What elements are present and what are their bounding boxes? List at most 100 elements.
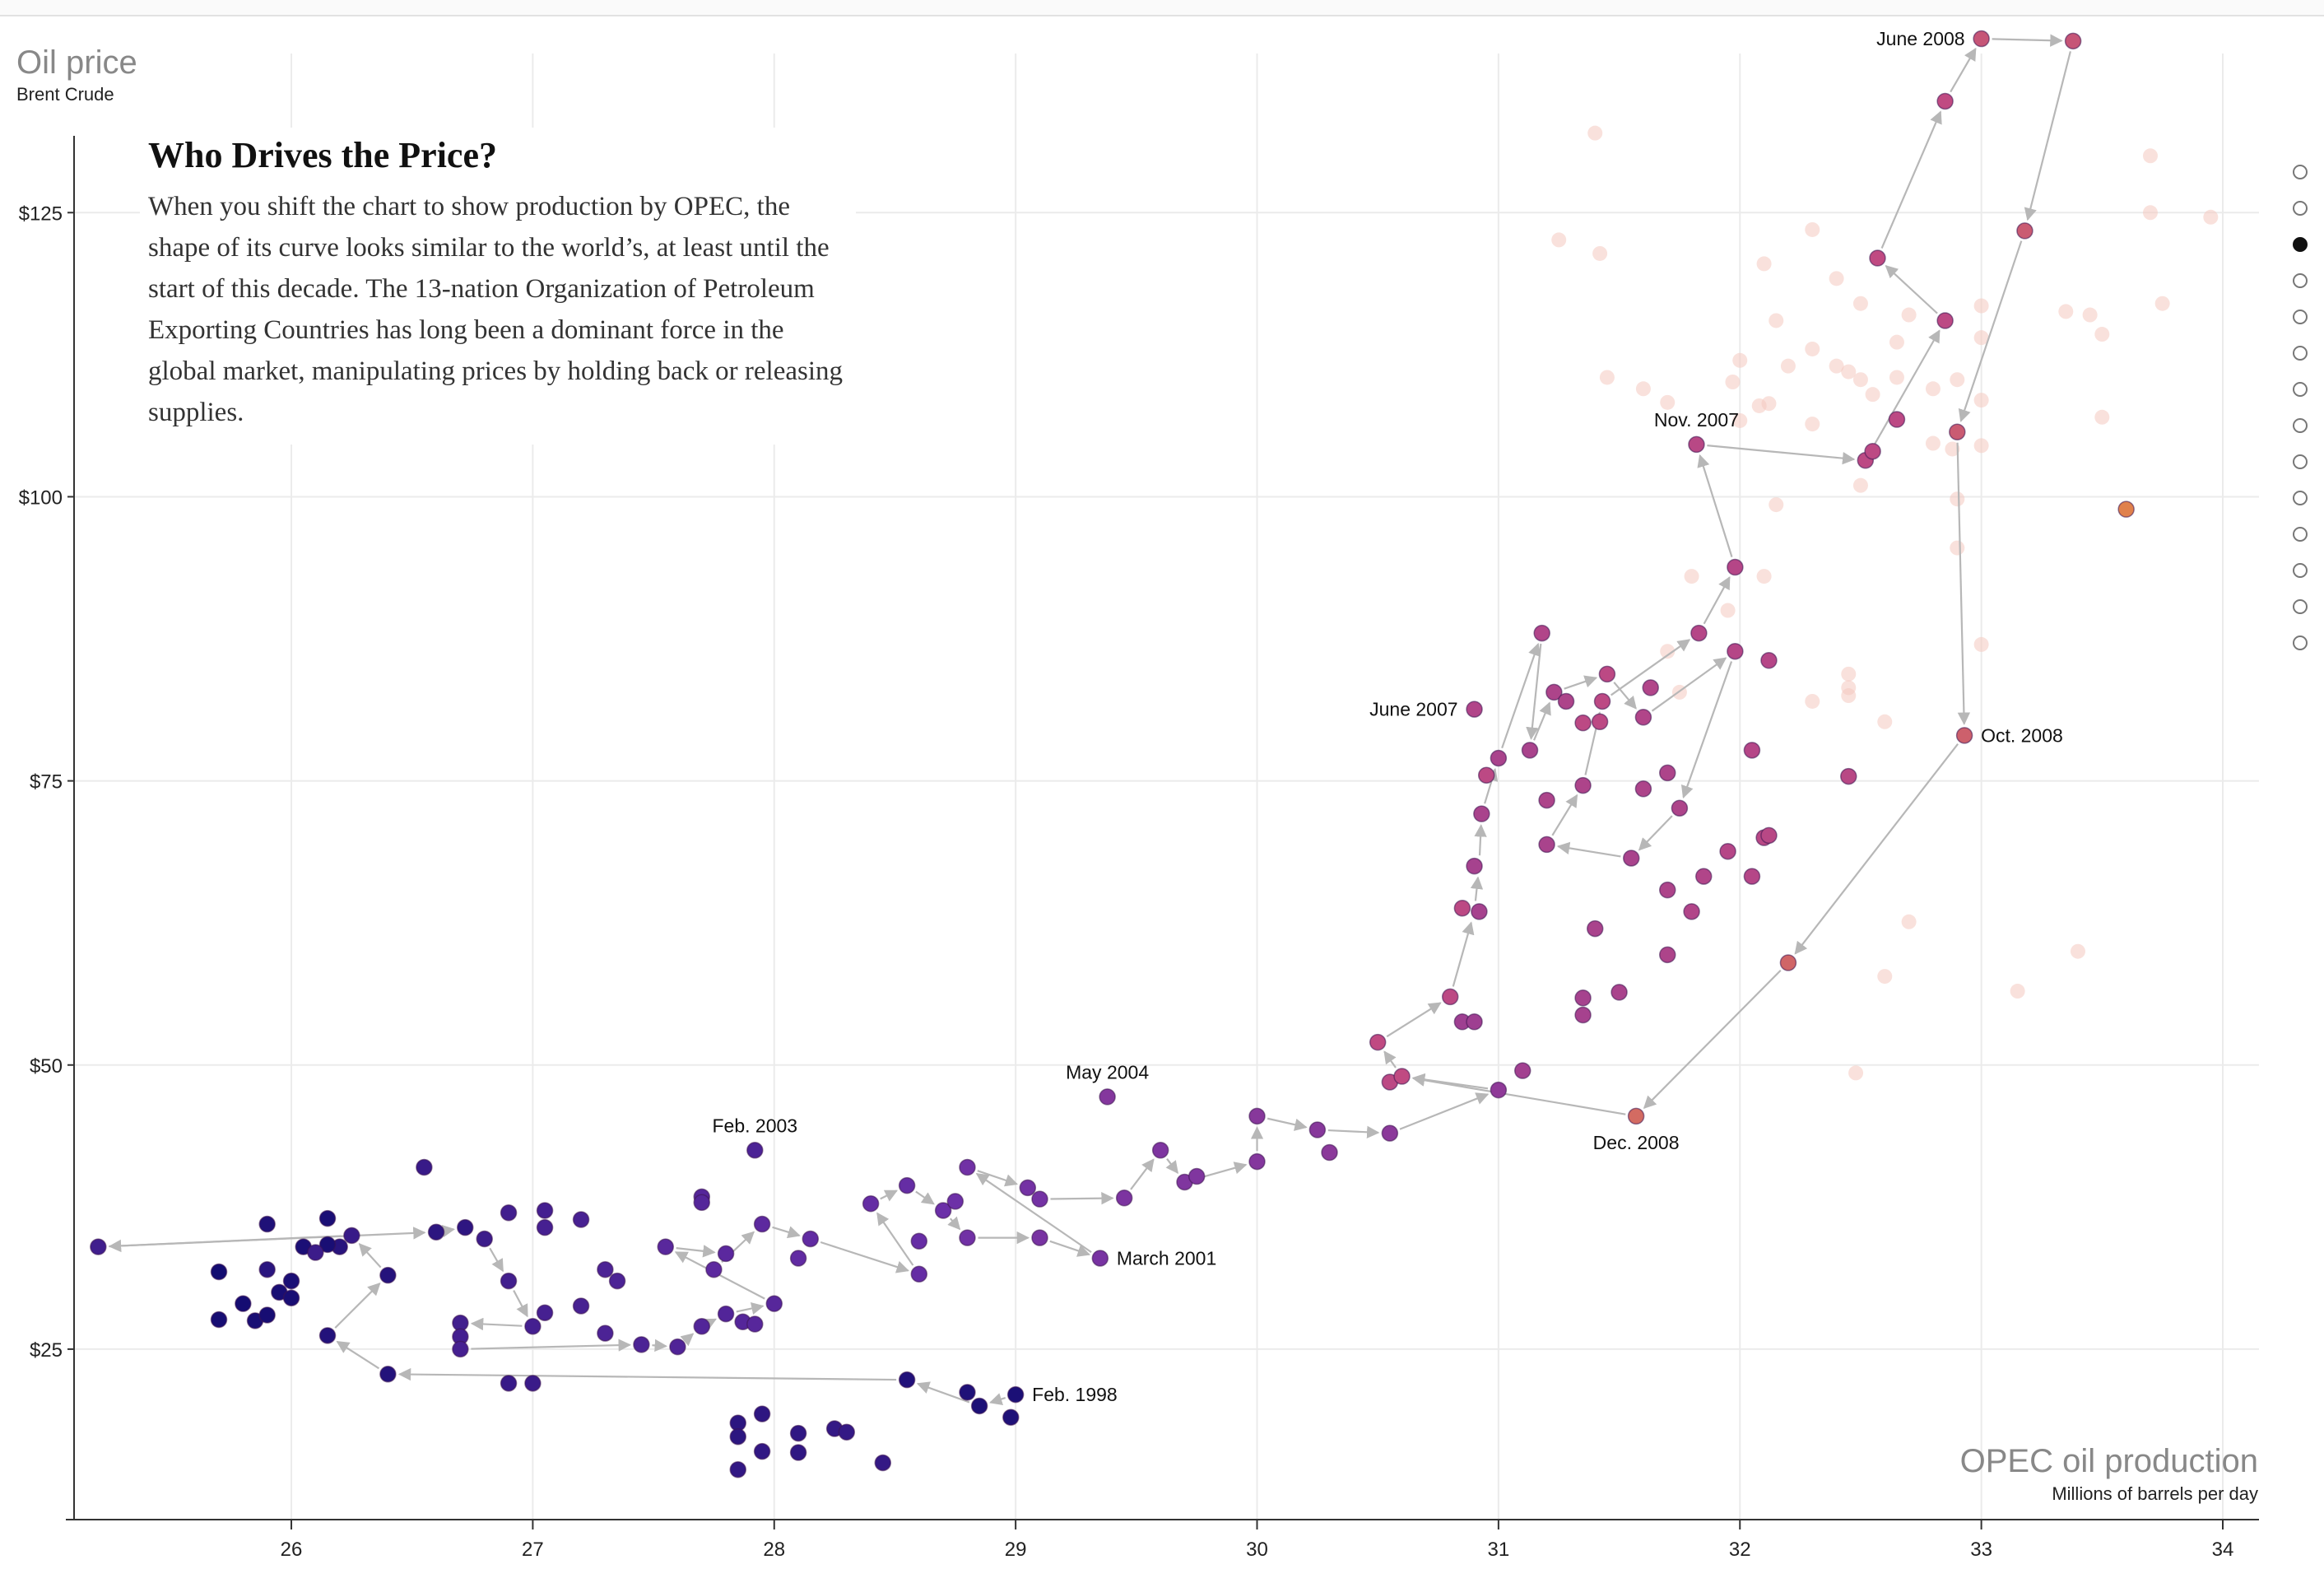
x-axis-header: OPEC oil production Millions of barrels … [1960, 1441, 2258, 1506]
data-point [235, 1295, 252, 1312]
data-point [789, 1444, 807, 1461]
path-arrow [1643, 969, 1782, 1110]
data-point [1869, 249, 1886, 267]
data-point [90, 1238, 107, 1255]
step-dot-13[interactable] [2293, 599, 2308, 614]
data-point [1622, 850, 1640, 867]
faded-point [1720, 603, 1736, 618]
data-point [476, 1230, 493, 1248]
step-dot-9[interactable] [2293, 454, 2308, 469]
faded-point [1761, 396, 1777, 412]
data-point [1545, 683, 1563, 701]
data-point [2064, 32, 2082, 50]
data-point [1611, 984, 1628, 1001]
data-point [753, 1215, 771, 1233]
data-point [669, 1338, 686, 1356]
faded-point [1841, 666, 1857, 682]
path-arrow [652, 1339, 667, 1353]
path-arrow [336, 1340, 380, 1370]
data-point [597, 1325, 614, 1342]
path-arrow [1613, 682, 1637, 710]
path-arrow [702, 1318, 718, 1330]
step-dot-14[interactable] [2293, 636, 2308, 650]
path-arrow [441, 1224, 455, 1238]
data-point [343, 1227, 360, 1245]
data-point [1658, 881, 1676, 899]
data-point [838, 1423, 856, 1441]
step-dot-11[interactable] [2293, 527, 2308, 542]
step-dot-6[interactable] [2293, 346, 2308, 361]
point-label: Oct. 2008 [1981, 724, 2063, 746]
path-arrow [1050, 1191, 1114, 1205]
data-point [1671, 799, 1689, 817]
x-axis-title: OPEC oil production [1959, 1443, 2258, 1479]
path-arrow [1611, 639, 1691, 696]
faded-point [1780, 358, 1796, 374]
step-dot-7[interactable] [2293, 382, 2308, 397]
path-arrow [513, 1290, 528, 1318]
data-point [1658, 764, 1676, 782]
faded-point [2154, 296, 2170, 311]
data-point [1477, 766, 1495, 784]
data-point [379, 1266, 397, 1284]
data-point [1031, 1190, 1048, 1208]
axes: 26 27 28 29 30 31 32 33 34 $25 $50 $75 $100 $125 [19, 136, 2259, 1561]
faded-point [1973, 636, 1989, 652]
path-arrow [1958, 240, 2023, 422]
path-arrow [1533, 701, 1551, 741]
faded-point [1805, 693, 1820, 709]
data-point [910, 1232, 928, 1250]
faded-point [1950, 491, 1965, 507]
faded-point [1950, 540, 1965, 556]
step-dot-4[interactable] [2293, 273, 2308, 288]
data-point [753, 1405, 771, 1422]
data-point [729, 1461, 747, 1478]
path-arrow [470, 1317, 523, 1331]
data-point [1557, 692, 1575, 710]
step-dot-5[interactable] [2293, 310, 2308, 324]
data-point [1694, 868, 1713, 885]
faded-point [1732, 412, 1748, 428]
data-point [959, 1229, 976, 1246]
path-arrow [1501, 642, 1541, 749]
data-point [427, 1223, 445, 1241]
step-dot-12[interactable] [2293, 563, 2308, 578]
data-point [874, 1454, 892, 1472]
faded-point [2070, 943, 2085, 959]
data-point [1591, 713, 1609, 731]
step-dot-1[interactable] [2293, 165, 2308, 179]
data-point [1658, 946, 1676, 964]
faded-point [1973, 393, 1989, 408]
step-dot-3[interactable] [2293, 237, 2308, 252]
path-arrow [334, 1282, 381, 1329]
data-point [1151, 1142, 1169, 1159]
x-tick-label: 26 [281, 1539, 303, 1561]
faded-point [1841, 688, 1857, 704]
data-point [1727, 558, 1744, 576]
data-point [765, 1295, 783, 1312]
step-dot-8[interactable] [2293, 418, 2308, 433]
step-dot-10[interactable] [2293, 491, 2308, 505]
faded-point [1660, 394, 1676, 410]
data-point [1683, 903, 1700, 920]
step-dot-2[interactable] [2293, 201, 2308, 216]
story-body: When you shift the chart to show product… [148, 192, 844, 427]
path-arrow [1703, 575, 1731, 625]
data-point [970, 1397, 988, 1415]
faded-point [1973, 330, 1989, 346]
step-navigation [2293, 165, 2309, 672]
data-point [500, 1272, 518, 1290]
data-point [1091, 1250, 1109, 1267]
data-point [1743, 742, 1761, 759]
data-point [2117, 500, 2135, 518]
path-arrow [915, 1190, 935, 1205]
faded-point [1660, 644, 1676, 659]
data-point [457, 1218, 474, 1236]
path-arrow [358, 1243, 382, 1269]
data-point [1188, 1167, 1206, 1185]
point-label: Dec. 2008 [1593, 1132, 1680, 1153]
data-point [789, 1424, 807, 1442]
data-point [536, 1202, 554, 1219]
path-arrow [1956, 442, 1971, 725]
data-point [1727, 642, 1744, 660]
